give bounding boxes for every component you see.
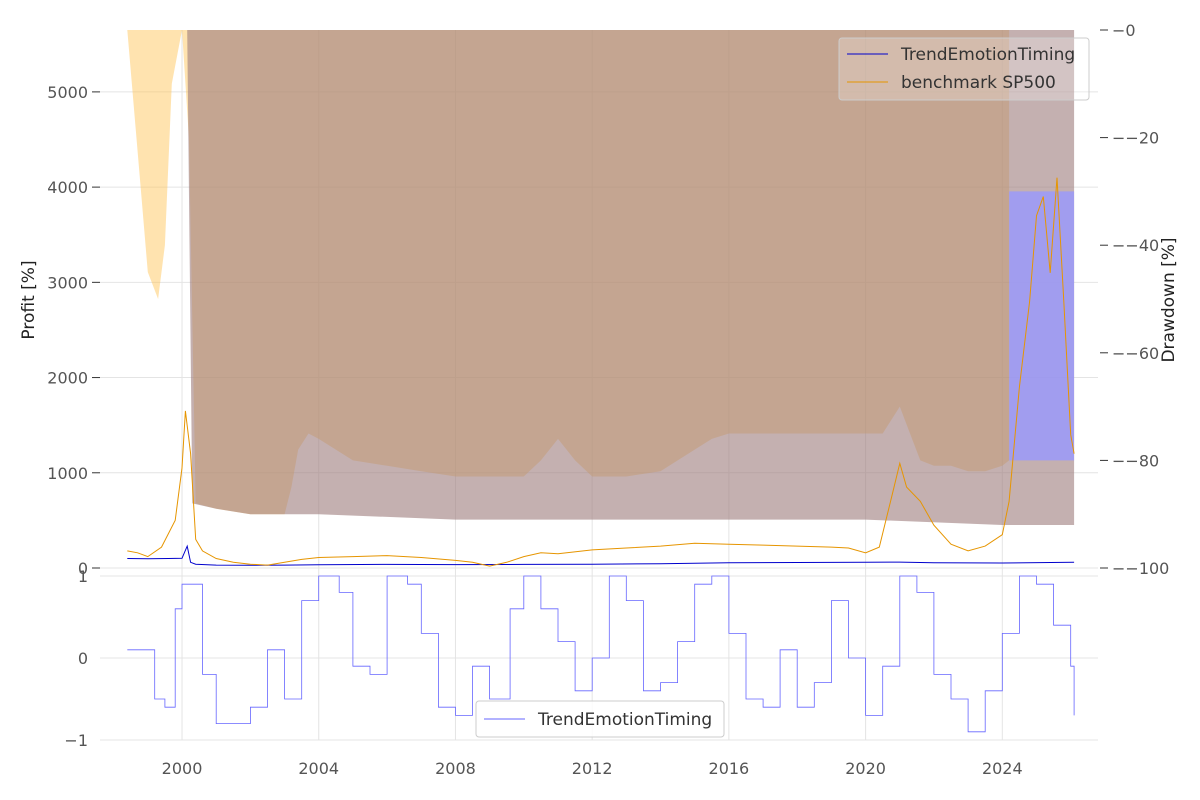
- y-tick-label-2: 2000: [47, 369, 88, 388]
- legend-bottom-label: TrendEmotionTiming: [537, 710, 712, 730]
- x-tick-label-5: 2020: [845, 759, 886, 778]
- drawdown-area-0: [187, 30, 1075, 525]
- drawdown-areas: [127, 30, 1075, 525]
- x-tick-label-2: 2008: [435, 759, 476, 778]
- legend-bottom: TrendEmotionTiming: [475, 700, 725, 738]
- x-tick-label-6: 2024: [982, 759, 1023, 778]
- drawdown-area-recent: [1009, 191, 1075, 461]
- y2-tick-label-1: −−20: [1112, 129, 1159, 148]
- profit-series: [127, 177, 1075, 567]
- profit-line-0: [127, 544, 1075, 566]
- y2-tick-label-2: −−40: [1112, 236, 1159, 255]
- bottom-y-tick-label-0: −1: [64, 731, 88, 750]
- profit-line-1: [127, 177, 1075, 567]
- legend-top: TrendEmotionTiming benchmark SP500: [838, 37, 1090, 101]
- x-tick-label-1: 2004: [298, 759, 339, 778]
- x-tick-label-4: 2016: [709, 759, 750, 778]
- y2-tick-label-0: −0: [1112, 21, 1136, 40]
- y2-tick-label-5: −−100: [1112, 559, 1169, 578]
- y-tick-label-3: 3000: [47, 273, 88, 292]
- y-tick-label-1: 1000: [47, 464, 88, 483]
- y2-tick-label-4: −−80: [1112, 451, 1159, 470]
- tick-labels: 2000 2004 2008 2012 2016 2020 2024 0 1000 2000 300…: [47, 21, 1169, 778]
- signal-line: [127, 575, 1075, 733]
- y-tick-label-0: 0: [78, 559, 88, 578]
- x-tick-label-3: 2012: [572, 759, 613, 778]
- x-tick-label-0: 2000: [162, 759, 203, 778]
- legend-top-label-strategy: TrendEmotionTiming: [900, 45, 1075, 65]
- bottom-y-tick-label-1: 0: [78, 649, 88, 668]
- legend-top-label-benchmark: benchmark SP500: [901, 73, 1056, 93]
- y-tick-label-5: 5000: [47, 83, 88, 102]
- y-axis-label-drawdown: Drawdown [%]: [1159, 237, 1179, 362]
- y-tick-label-4: 4000: [47, 178, 88, 197]
- signal-series: [127, 575, 1075, 733]
- bottom-y-tick-label-2: 1: [78, 567, 88, 586]
- y2-tick-label-3: −−60: [1112, 344, 1159, 363]
- y-axis-label-profit: Profit [%]: [19, 260, 39, 339]
- legend-bottom-frame: [475, 700, 725, 738]
- legend-top-frame: [838, 37, 1090, 101]
